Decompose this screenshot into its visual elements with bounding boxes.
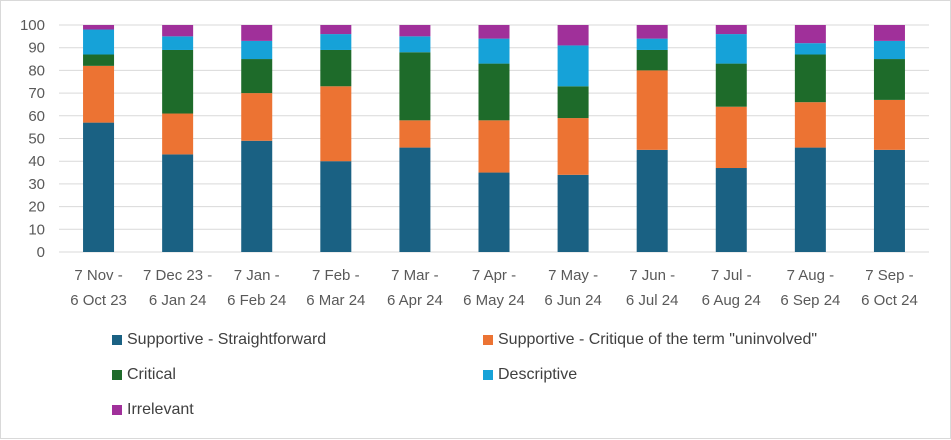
bar-segment-2-4 <box>399 52 431 121</box>
y-tick-label: 30 <box>28 176 45 193</box>
bar-segment-0-7 <box>636 149 668 252</box>
bars <box>83 25 905 252</box>
x-tick-label: 7 Jul - <box>711 267 752 284</box>
bar-segment-2-5 <box>478 63 510 121</box>
bar-segment-1-1 <box>162 113 194 155</box>
bar-segment-2-7 <box>636 49 668 71</box>
y-tick-label: 100 <box>20 17 45 34</box>
x-tick-label: 7 Nov - <box>74 267 122 284</box>
x-tick-label: 7 Dec 23 - <box>143 267 212 284</box>
bar-segment-2-9 <box>794 54 826 103</box>
y-tick-label: 40 <box>28 153 45 170</box>
y-tick-label: 90 <box>28 40 45 57</box>
bar-segment-1-5 <box>478 120 510 173</box>
bar-segment-3-1 <box>162 36 194 50</box>
bar-segment-4-4 <box>399 25 431 37</box>
bar-segment-0-10 <box>873 149 905 252</box>
x-tick-label: 7 Feb - <box>312 267 360 284</box>
x-tick-label: 7 Aug - <box>787 267 835 284</box>
x-tick-label: 6 Apr 24 <box>387 292 443 309</box>
bar-segment-0-9 <box>794 147 826 252</box>
bar-segment-4-9 <box>794 25 826 44</box>
bar-segment-0-2 <box>241 140 273 252</box>
bar-segment-2-6 <box>557 86 589 119</box>
bar-segment-1-7 <box>636 70 668 150</box>
x-tick-label: 7 May - <box>548 267 598 284</box>
bar-segment-3-4 <box>399 36 431 53</box>
bar-segment-4-2 <box>241 25 273 41</box>
bar-segment-1-8 <box>715 106 747 169</box>
bar-segment-3-3 <box>320 34 352 50</box>
bar-segment-0-0 <box>83 122 115 252</box>
bar-segment-1-10 <box>873 99 905 150</box>
bar-segment-4-5 <box>478 25 510 39</box>
bar-segment-2-10 <box>873 59 905 100</box>
bar-segment-4-3 <box>320 25 352 35</box>
x-tick-label: 6 Mar 24 <box>306 292 365 309</box>
x-tick-label: 7 Apr - <box>472 267 516 284</box>
bar-segment-3-5 <box>478 38 510 64</box>
bar-segment-1-3 <box>320 86 352 162</box>
bar-segment-1-6 <box>557 118 589 175</box>
bar-segment-1-9 <box>794 102 826 148</box>
x-tick-label: 6 May 24 <box>463 292 525 309</box>
x-tick-label: 6 Aug 24 <box>702 292 761 309</box>
x-tick-label: 7 Jun - <box>629 267 675 284</box>
x-tick-label: 6 Feb 24 <box>227 292 286 309</box>
bar-segment-4-8 <box>715 25 747 35</box>
bar-segment-3-9 <box>794 43 826 55</box>
bar-segment-3-8 <box>715 34 747 64</box>
bar-segment-0-5 <box>478 172 510 252</box>
y-tick-label: 20 <box>28 199 45 216</box>
bar-segment-1-0 <box>83 65 115 123</box>
bar-segment-3-0 <box>83 29 115 55</box>
bar-segment-0-3 <box>320 161 352 252</box>
y-tick-label: 0 <box>37 244 45 261</box>
bar-segment-0-4 <box>399 147 431 252</box>
bar-segment-2-8 <box>715 63 747 107</box>
x-tick-label: 6 Jul 24 <box>626 292 679 309</box>
bar-segment-1-4 <box>399 120 431 148</box>
y-tick-label: 50 <box>28 131 45 148</box>
x-tick-label: 7 Jan - <box>234 267 280 284</box>
bar-segment-0-1 <box>162 154 194 252</box>
bar-segment-2-3 <box>320 49 352 87</box>
y-tick-label: 80 <box>28 62 45 79</box>
bar-segment-4-6 <box>557 25 589 46</box>
x-tick-label: 6 Oct 24 <box>861 292 918 309</box>
bar-segment-3-10 <box>873 40 905 60</box>
y-tick-label: 70 <box>28 85 45 102</box>
x-tick-label: 6 Jun 24 <box>544 292 602 309</box>
bar-segment-2-0 <box>83 54 115 66</box>
x-axis-ticks: 7 Nov - 6 Oct 23 7 Dec 23 - 6 Jan 24 7 Jan -… <box>70 267 918 309</box>
x-tick-label: 6 Sep 24 <box>780 292 840 309</box>
bar-segment-4-1 <box>162 25 194 37</box>
bar-segment-2-2 <box>241 59 273 94</box>
y-tick-label: 10 <box>28 221 45 238</box>
x-tick-label: 7 Mar - <box>391 267 439 284</box>
bar-segment-4-0 <box>83 25 115 30</box>
bar-segment-3-7 <box>636 38 668 50</box>
x-tick-label: 7 Sep - <box>865 267 913 284</box>
bar-segment-4-7 <box>636 25 668 39</box>
bar-segment-3-6 <box>557 45 589 87</box>
y-tick-label: 60 <box>28 108 45 125</box>
bar-segment-1-2 <box>241 93 273 141</box>
y-axis-ticks: 0 10 20 30 40 50 60 70 80 90 100 <box>20 17 45 261</box>
bar-segment-3-2 <box>241 40 273 60</box>
bar-segment-0-8 <box>715 168 747 252</box>
bar-segment-4-10 <box>873 25 905 41</box>
x-tick-label: 6 Jan 24 <box>149 292 207 309</box>
bar-segment-2-1 <box>162 49 194 114</box>
bar-segment-0-6 <box>557 174 589 252</box>
x-tick-label: 6 Oct 23 <box>70 292 127 309</box>
